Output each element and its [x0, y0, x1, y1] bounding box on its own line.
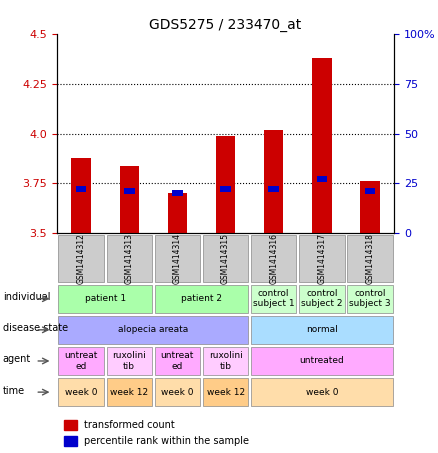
Text: untreated: untreated	[300, 357, 344, 366]
Text: individual: individual	[3, 292, 50, 302]
Bar	[268, 187, 279, 193]
Text: percentile rank within the sample: percentile rank within the sample	[84, 436, 249, 446]
Text: GSM1414317: GSM1414317	[318, 233, 326, 284]
Text: ruxolini
tib: ruxolini tib	[208, 351, 243, 371]
Bar	[172, 190, 183, 197]
Text: GSM1414318: GSM1414318	[366, 233, 374, 284]
Text: week 0: week 0	[306, 388, 338, 397]
FancyBboxPatch shape	[155, 378, 200, 406]
Bar	[120, 165, 139, 233]
FancyBboxPatch shape	[58, 284, 152, 313]
FancyBboxPatch shape	[155, 347, 200, 375]
Text: week 0: week 0	[161, 388, 194, 397]
Text: untreat
ed: untreat ed	[64, 351, 98, 371]
FancyBboxPatch shape	[299, 235, 345, 282]
Text: GSM1414314: GSM1414314	[173, 233, 182, 284]
Bar	[220, 187, 231, 193]
Text: patient 1: patient 1	[85, 294, 126, 303]
FancyBboxPatch shape	[347, 284, 393, 313]
Bar	[216, 135, 235, 233]
FancyBboxPatch shape	[106, 378, 152, 406]
FancyBboxPatch shape	[58, 347, 104, 375]
Bar	[124, 188, 134, 194]
Text: normal: normal	[306, 325, 338, 334]
FancyBboxPatch shape	[155, 284, 248, 313]
Text: GSM1414315: GSM1414315	[221, 233, 230, 284]
FancyBboxPatch shape	[251, 235, 297, 282]
Bar	[360, 182, 380, 233]
Text: alopecia areata: alopecia areata	[118, 325, 188, 334]
Bar	[64, 435, 77, 446]
Title: GDS5275 / 233470_at: GDS5275 / 233470_at	[149, 18, 302, 32]
Bar	[76, 187, 86, 193]
FancyBboxPatch shape	[58, 235, 104, 282]
FancyBboxPatch shape	[251, 347, 393, 375]
Text: control
subject 3: control subject 3	[349, 289, 391, 308]
FancyBboxPatch shape	[106, 235, 152, 282]
Text: untreat
ed: untreat ed	[161, 351, 194, 371]
Bar	[71, 158, 91, 233]
Text: ruxolini
tib: ruxolini tib	[112, 351, 146, 371]
Text: disease state: disease state	[3, 323, 68, 333]
Text: week 12: week 12	[110, 388, 148, 397]
Text: agent: agent	[3, 354, 31, 364]
Bar	[317, 177, 327, 183]
Text: control
subject 1: control subject 1	[253, 289, 295, 308]
Bar	[168, 193, 187, 233]
FancyBboxPatch shape	[58, 378, 104, 406]
Text: week 12: week 12	[206, 388, 245, 397]
Bar	[264, 130, 283, 233]
FancyBboxPatch shape	[203, 347, 248, 375]
FancyBboxPatch shape	[203, 378, 248, 406]
Text: transformed count: transformed count	[84, 419, 175, 429]
FancyBboxPatch shape	[251, 316, 393, 344]
FancyBboxPatch shape	[203, 235, 248, 282]
FancyBboxPatch shape	[251, 284, 297, 313]
FancyBboxPatch shape	[347, 235, 393, 282]
Text: GSM1414316: GSM1414316	[269, 233, 278, 284]
FancyBboxPatch shape	[155, 235, 200, 282]
Bar	[64, 419, 77, 430]
FancyBboxPatch shape	[299, 284, 345, 313]
Bar	[365, 188, 375, 194]
Bar	[312, 58, 332, 233]
Text: control
subject 2: control subject 2	[301, 289, 343, 308]
Text: GSM1414312: GSM1414312	[77, 233, 85, 284]
FancyBboxPatch shape	[106, 347, 152, 375]
Text: patient 2: patient 2	[181, 294, 222, 303]
Text: time: time	[3, 386, 25, 395]
Text: GSM1414313: GSM1414313	[125, 233, 134, 284]
FancyBboxPatch shape	[58, 316, 248, 344]
Text: week 0: week 0	[65, 388, 97, 397]
FancyBboxPatch shape	[251, 378, 393, 406]
